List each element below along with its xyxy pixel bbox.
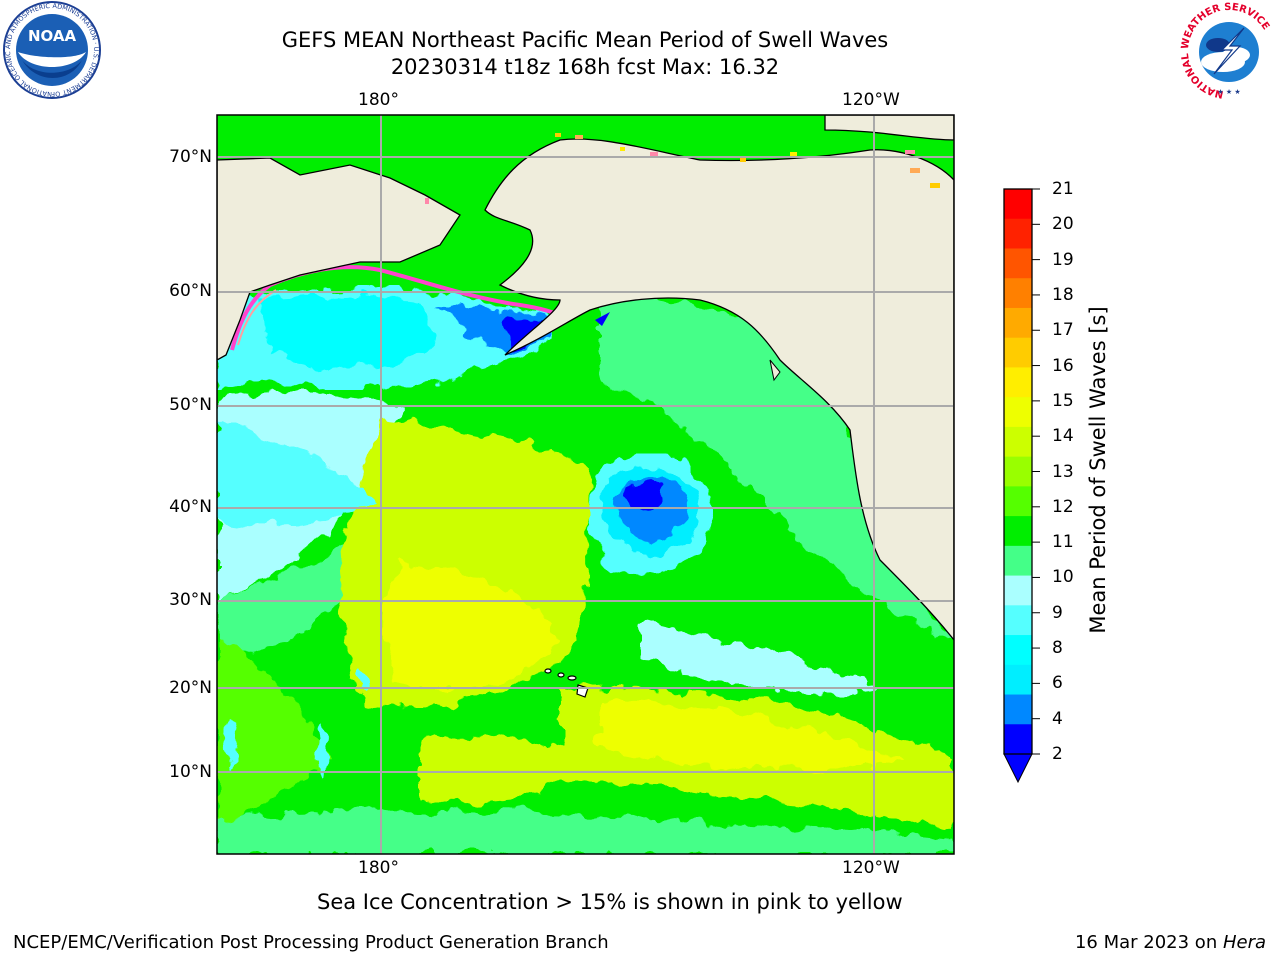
lat-label-60n: 60°N — [169, 281, 212, 301]
colorbar-segment — [1004, 694, 1032, 725]
colorbar-tick-label: 4 — [1052, 708, 1063, 729]
colorbar-tick-label: 8 — [1052, 638, 1063, 659]
footer-machine: Hera — [1222, 932, 1266, 953]
colorbar-segment — [1004, 724, 1032, 755]
colorbar-segment — [1004, 486, 1032, 517]
colorbar-segment — [1004, 426, 1032, 458]
colorbar-label: Mean Period of Swell Waves [s] — [1086, 306, 1110, 634]
map-subtitle: 20230314 t18z 168h fcst Max: 16.32 — [390, 55, 780, 79]
colorbar-tick-label: 9 — [1052, 602, 1063, 623]
north-america-landmass — [484, 138, 954, 642]
colorbar-tick-label: 19 — [1052, 249, 1074, 270]
colorbar-tick-label: 16 — [1052, 355, 1074, 376]
colorbar-tick-label: 17 — [1052, 320, 1074, 341]
colorbar-segment — [1004, 516, 1032, 547]
colorbar-tick-label: 12 — [1052, 496, 1074, 517]
colorbar-tick-label: 6 — [1052, 673, 1063, 694]
colorbar-segment — [1004, 397, 1032, 428]
colorbar-segment — [1004, 664, 1032, 696]
lat-label-40n: 40°N — [169, 497, 212, 517]
colorbar-segment — [1004, 218, 1032, 249]
lat-label-50n: 50°N — [169, 395, 212, 415]
footer-date: 16 Mar 2023 on Hera — [1075, 932, 1266, 953]
colorbar-segments — [1004, 189, 1032, 755]
top-lon-label-120w: 120°W — [842, 90, 900, 110]
graticule — [217, 115, 954, 854]
colorbar-segment — [1004, 248, 1032, 279]
lat-label-70n: 70°N — [169, 147, 212, 167]
colorbar-tick-label: 15 — [1052, 390, 1074, 411]
top-lon-label-180: 180° — [358, 90, 399, 110]
colorbar-segment — [1004, 605, 1032, 636]
sea-ice-note: Sea Ice Concentration > 15% is shown in … — [317, 890, 903, 914]
bottom-lon-label-180: 180° — [358, 858, 399, 878]
siberia-landmass — [217, 157, 461, 361]
colorbar — [1003, 188, 1040, 784]
svg-text:★ ★ ★: ★ ★ ★ — [1217, 88, 1240, 96]
colorbar-tick-label: 13 — [1052, 461, 1074, 482]
colorbar-tick-label: 20 — [1052, 214, 1074, 235]
lat-label-10n: 10°N — [169, 762, 212, 782]
colorbar-segment — [1004, 575, 1032, 606]
colorbar-tick-label: 2 — [1052, 744, 1063, 764]
colorbar-tick-label: 10 — [1052, 567, 1074, 588]
gulf-low-period-center — [586, 453, 713, 576]
colorbar-segment — [1004, 456, 1032, 487]
map-title: GEFS MEAN Northeast Pacific Mean Period … — [281, 28, 889, 52]
colorbar-segment — [1004, 545, 1032, 577]
colorbar-segment — [1004, 189, 1032, 220]
bering-sea-field — [217, 285, 560, 390]
colorbar-tick-label: 14 — [1052, 426, 1074, 447]
noaa-logo: NATIONAL OCEANIC AND ATMOSPHERIC ADMINIS… — [0, 0, 101, 99]
colorbar-segment — [1004, 278, 1032, 309]
colorbar-extend-triangle — [1003, 753, 1033, 784]
sea-ice-specks — [425, 133, 940, 204]
colorbar-segment — [1004, 337, 1032, 368]
nws-logo: NATIONAL WEATHER SERVICE ★ ★ ★ — [1180, 2, 1277, 100]
colorbar-tick-label: 18 — [1052, 284, 1074, 305]
footer-credit: NCEP/EMC/Verification Post Processing Pr… — [13, 932, 609, 953]
bottom-lon-label-120w: 120°W — [842, 858, 900, 878]
lat-label-20n: 20°N — [169, 678, 212, 698]
footer-date-text: 16 Mar 2023 on — [1074, 932, 1223, 953]
map-frame — [216, 114, 955, 855]
colorbar-segment — [1004, 635, 1032, 666]
swell-period-map — [216, 114, 955, 855]
colorbar-segment — [1004, 367, 1032, 398]
colorbar-tick-label: 21 — [1052, 179, 1074, 199]
noaa-logo-text: NOAA — [28, 27, 77, 45]
lat-label-30n: 30°N — [169, 590, 212, 610]
land-masses — [217, 115, 954, 642]
colorbar-tick-label: 11 — [1052, 532, 1074, 553]
colorbar-segment — [1004, 307, 1032, 339]
